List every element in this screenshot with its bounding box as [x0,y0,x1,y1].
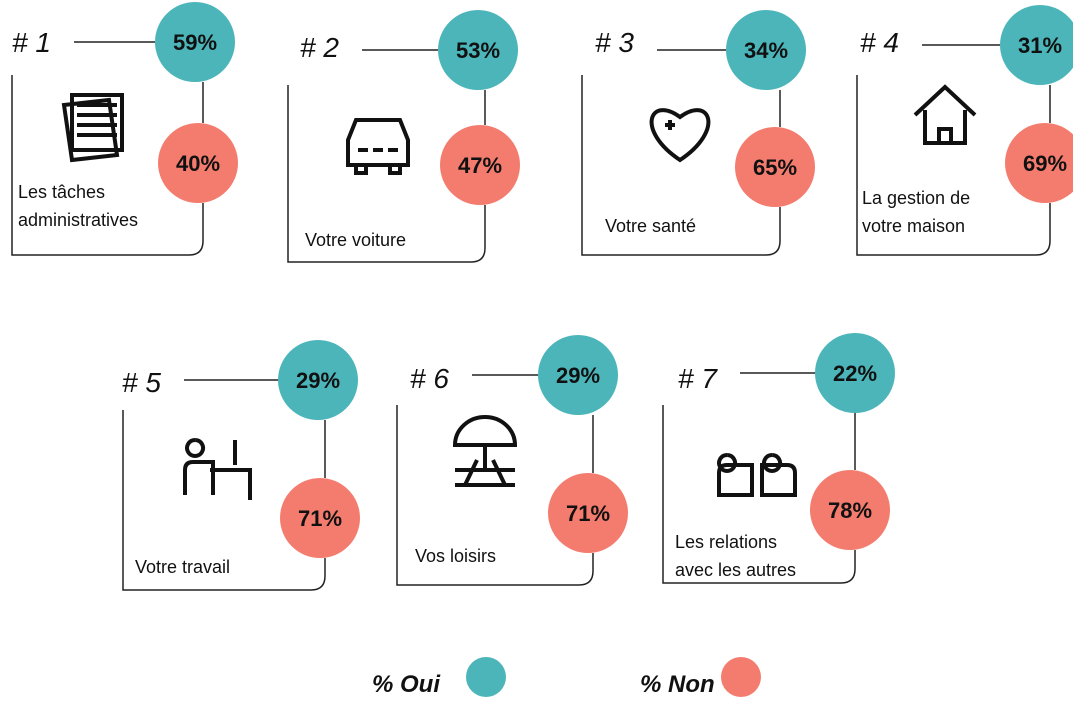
label: votre maison [862,216,965,236]
label: avec les autres [675,560,796,580]
label: Votre travail [135,557,230,577]
oui-circle [278,340,358,420]
oui-value: 29% [296,368,340,393]
icon [717,453,797,497]
icon [183,438,252,500]
rank: # 7 [678,363,718,394]
card-border [856,75,1051,256]
label: Vos loisirs [415,546,496,566]
label: Les tâches [18,182,105,202]
non-circle [810,470,890,550]
legend-non-swatch [721,657,761,697]
oui-value: 22% [833,361,877,386]
rank: # 1 [12,27,51,58]
oui-circle [538,335,618,415]
icon [913,84,977,145]
oui-value: 59% [173,30,217,55]
oui-value: 34% [744,38,788,63]
oui-circle [155,2,235,82]
non-circle [1005,123,1073,203]
non-circle [735,127,815,207]
non-value: 40% [176,151,220,176]
rank: # 4 [860,27,899,58]
card-border [11,75,204,256]
card-border [662,405,856,584]
card-border [396,405,594,586]
icon [452,415,518,487]
oui-value: 29% [556,363,600,388]
oui-circle [438,10,518,90]
non-value: 71% [566,501,610,526]
oui-circle [815,333,895,413]
icon [61,93,124,163]
non-value: 47% [458,153,502,178]
oui-circle [726,10,806,90]
rank: # 5 [122,367,161,398]
oui-value: 31% [1018,33,1062,58]
non-value: 69% [1023,151,1067,176]
oui-circle [1000,5,1073,85]
rank: # 3 [595,27,634,58]
icon [346,118,410,175]
rank: # 2 [300,32,339,63]
non-circle [440,125,520,205]
icon [649,108,711,163]
legend-oui: % Oui [372,671,441,697]
card-border [287,85,486,263]
rank: # 6 [410,363,449,394]
non-circle [158,123,238,203]
legend-non: % Non [640,671,715,697]
label: Votre voiture [305,230,406,250]
legend-oui-swatch [466,657,506,697]
non-value: 65% [753,155,797,180]
card-border [122,410,326,591]
non-value: 78% [828,498,872,523]
label: Votre santé [605,216,696,236]
oui-value: 53% [456,38,500,63]
label: La gestion de [862,188,970,208]
non-value: 71% [298,506,342,531]
non-circle [280,478,360,558]
non-circle [548,473,628,553]
label: administratives [18,210,138,230]
card-border [581,75,781,256]
label: Les relations [675,532,777,552]
